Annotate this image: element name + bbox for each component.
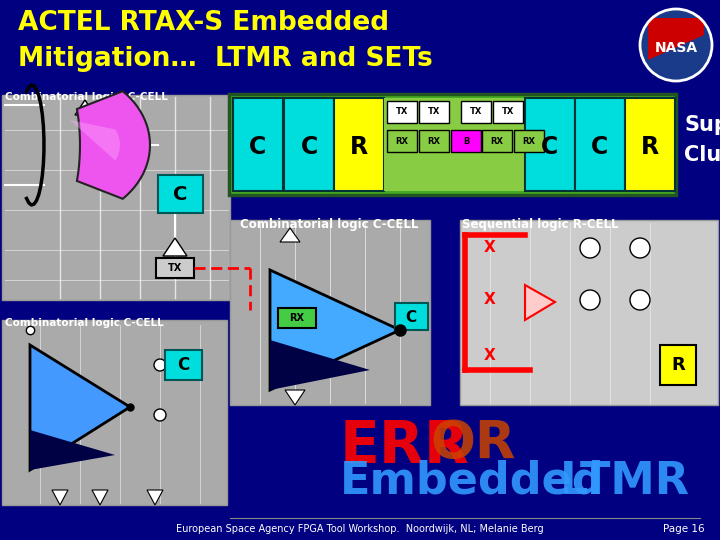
- FancyBboxPatch shape: [158, 175, 203, 213]
- FancyBboxPatch shape: [460, 220, 718, 405]
- Text: RX: RX: [490, 137, 503, 145]
- Text: C: C: [591, 136, 608, 159]
- Text: Combinatorial logic C-CELL: Combinatorial logic C-CELL: [240, 218, 418, 231]
- FancyBboxPatch shape: [482, 130, 512, 152]
- FancyBboxPatch shape: [334, 98, 384, 191]
- Polygon shape: [30, 345, 130, 470]
- FancyBboxPatch shape: [384, 98, 524, 191]
- Polygon shape: [77, 91, 150, 199]
- Circle shape: [640, 9, 712, 81]
- FancyBboxPatch shape: [525, 98, 575, 191]
- FancyBboxPatch shape: [230, 220, 430, 405]
- Text: Page 16: Page 16: [663, 524, 705, 534]
- Polygon shape: [285, 390, 305, 405]
- FancyBboxPatch shape: [419, 101, 449, 123]
- Text: R: R: [671, 356, 685, 374]
- Text: OR: OR: [430, 418, 516, 470]
- FancyBboxPatch shape: [575, 98, 625, 191]
- Circle shape: [580, 290, 600, 310]
- Text: TX: TX: [396, 107, 408, 117]
- Polygon shape: [280, 228, 300, 242]
- FancyBboxPatch shape: [156, 258, 194, 278]
- FancyBboxPatch shape: [625, 98, 675, 191]
- Polygon shape: [163, 238, 187, 256]
- FancyBboxPatch shape: [451, 130, 481, 152]
- Circle shape: [630, 238, 650, 258]
- Text: TX: TX: [428, 107, 440, 117]
- Text: C: C: [177, 356, 189, 374]
- FancyBboxPatch shape: [234, 99, 677, 196]
- Text: LTMR: LTMR: [560, 460, 690, 503]
- Text: Sequential logic R-CELL: Sequential logic R-CELL: [462, 218, 618, 231]
- FancyBboxPatch shape: [387, 101, 417, 123]
- Text: ACTEL RTAX-S Embedded: ACTEL RTAX-S Embedded: [18, 10, 389, 36]
- Text: C: C: [173, 185, 187, 204]
- Circle shape: [154, 359, 166, 371]
- Text: European Space Agency FPGA Tool Workshop.  Noordwijk, NL; Melanie Berg: European Space Agency FPGA Tool Workshop…: [176, 524, 544, 534]
- FancyBboxPatch shape: [493, 101, 523, 123]
- Text: NASA: NASA: [654, 41, 698, 55]
- Text: TX: TX: [168, 263, 182, 273]
- Text: ERR: ERR: [340, 418, 470, 475]
- Text: C: C: [541, 136, 559, 159]
- FancyBboxPatch shape: [284, 98, 334, 191]
- Text: X: X: [484, 293, 496, 307]
- Text: TX: TX: [470, 107, 482, 117]
- Polygon shape: [270, 270, 400, 390]
- Text: Cluster: Cluster: [684, 145, 720, 165]
- Text: RX: RX: [289, 313, 305, 323]
- Text: Super: Super: [684, 115, 720, 135]
- Polygon shape: [525, 285, 555, 320]
- Polygon shape: [75, 100, 95, 115]
- Circle shape: [154, 409, 166, 421]
- Text: RX: RX: [523, 137, 536, 145]
- Text: X: X: [484, 348, 496, 362]
- Text: R: R: [641, 136, 659, 159]
- FancyBboxPatch shape: [395, 303, 428, 330]
- FancyBboxPatch shape: [2, 320, 227, 505]
- Polygon shape: [92, 490, 108, 505]
- FancyBboxPatch shape: [387, 130, 417, 152]
- Polygon shape: [52, 490, 68, 505]
- Polygon shape: [147, 490, 163, 505]
- Text: TX: TX: [502, 107, 514, 117]
- FancyBboxPatch shape: [419, 130, 449, 152]
- Text: C: C: [405, 309, 417, 325]
- Text: Mitigation…  LTMR and SETs: Mitigation… LTMR and SETs: [18, 46, 433, 72]
- Text: RX: RX: [395, 137, 408, 145]
- Text: C: C: [249, 136, 266, 159]
- FancyBboxPatch shape: [660, 345, 696, 385]
- Text: B: B: [463, 137, 469, 145]
- Polygon shape: [30, 430, 115, 470]
- Text: Combinatorial logic C-CELL: Combinatorial logic C-CELL: [5, 318, 163, 328]
- FancyBboxPatch shape: [229, 94, 676, 195]
- Polygon shape: [648, 18, 704, 60]
- FancyBboxPatch shape: [514, 130, 544, 152]
- FancyBboxPatch shape: [278, 308, 316, 328]
- FancyBboxPatch shape: [2, 95, 230, 300]
- Polygon shape: [270, 340, 370, 390]
- Text: C: C: [300, 136, 318, 159]
- Circle shape: [630, 290, 650, 310]
- FancyBboxPatch shape: [461, 101, 491, 123]
- Text: R: R: [350, 136, 368, 159]
- FancyBboxPatch shape: [165, 350, 202, 380]
- Text: Combinatorial logic: C-CELL: Combinatorial logic: C-CELL: [5, 92, 168, 102]
- Polygon shape: [70, 120, 120, 160]
- Text: X: X: [484, 240, 496, 255]
- Text: RX: RX: [428, 137, 441, 145]
- FancyBboxPatch shape: [233, 98, 283, 191]
- Text: Embedded: Embedded: [340, 460, 605, 503]
- Circle shape: [580, 238, 600, 258]
